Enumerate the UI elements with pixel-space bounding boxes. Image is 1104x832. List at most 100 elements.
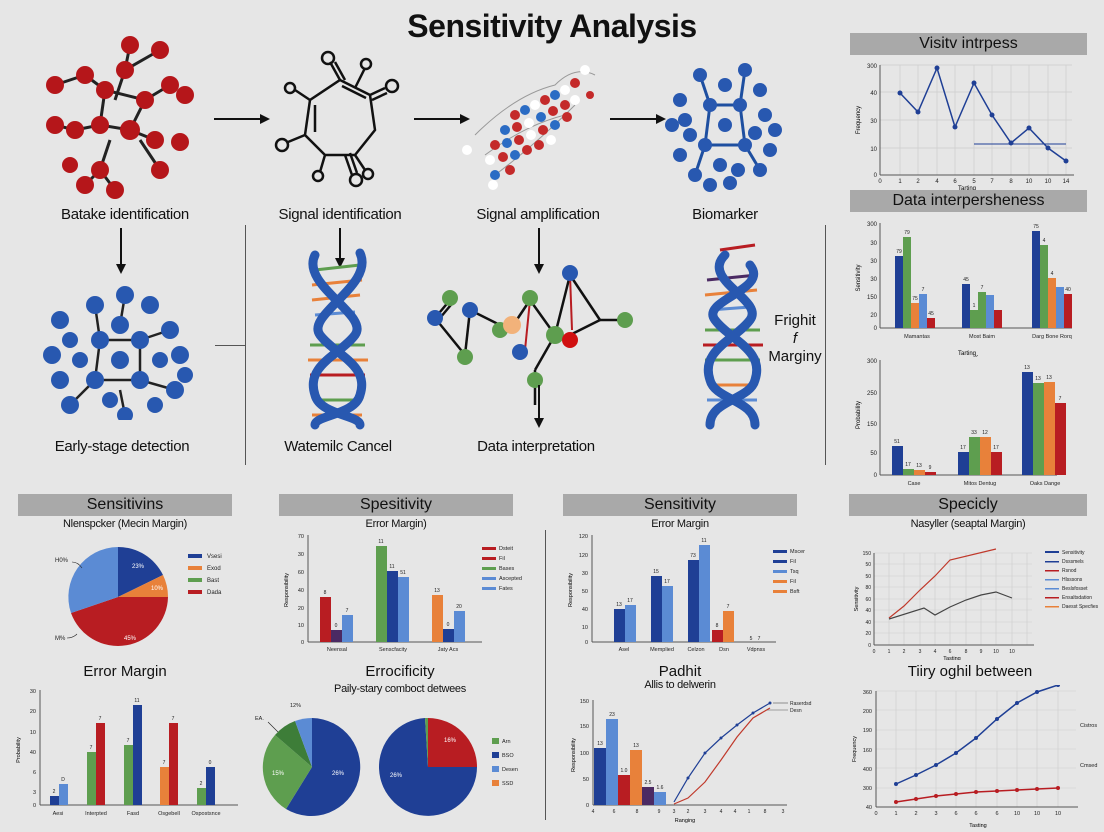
svg-text:Fil: Fil [790,579,796,585]
svg-text:6: 6 [33,770,36,776]
svg-text:3: 3 [919,649,922,655]
step-label-batake-identification: Batake identification [61,206,189,223]
svg-text:160: 160 [863,748,872,754]
svg-text:13: 13 [616,602,622,608]
chart-subtitle: Error Margin [651,518,709,530]
svg-text:0: 0 [878,179,882,185]
step-label-signal-identification: Signal identification [278,206,402,223]
svg-text:4: 4 [720,809,723,815]
svg-text:11: 11 [378,539,383,545]
svg-text:Interpted: Interpted [85,811,107,817]
svg-text:10: 10 [582,625,588,631]
svg-text:Vdpnss: Vdpnss [747,647,766,653]
data-interpersheness-bar-chart: 300 30 30 30 150 20 0 79 79 75 7 45 45 1 7 75 4 4 40 Mama… [856,222,1072,357]
arrow-down-icon [116,228,126,274]
svg-text:Ensaltsdation: Ensaltsdation [1062,595,1092,601]
svg-text:30: 30 [298,552,304,558]
svg-text:Celzon: Celzon [687,647,704,653]
svg-text:1: 1 [748,809,751,815]
svg-text:2: 2 [914,811,917,817]
svg-text:9: 9 [980,649,983,655]
arrow-down-icon [534,385,544,428]
svg-text:51: 51 [894,439,900,445]
svg-text:30: 30 [870,119,877,125]
svg-text:Osgebell: Osgebell [158,811,180,817]
svg-text:6: 6 [953,179,957,185]
svg-text:Sensitivity: Sensitivity [856,264,862,291]
svg-text:Hlsssons: Hlsssons [1062,577,1083,583]
svg-text:10: 10 [993,649,999,655]
svg-text:300: 300 [867,64,878,70]
svg-text:4: 4 [934,649,937,655]
svg-text:7: 7 [758,636,761,642]
svg-text:10: 10 [298,623,304,629]
svg-text:Ranking: Ranking [956,355,978,357]
svg-text:Sensitivity: Sensitivity [1062,550,1085,556]
chart-title-padhit: Padhit [658,663,702,680]
svg-text:13: 13 [1046,375,1052,381]
svg-text:8: 8 [324,590,327,596]
svg-text:2: 2 [903,649,906,655]
svg-text:16%: 16% [444,738,457,744]
svg-text:10: 10 [1055,811,1061,817]
chart-subtitle: Error Margin) [365,518,427,530]
spesitivity-bar-chart: 70 30 60 40 20 10 0 8 0 7 11 11 51 13 0 20 Neensal Sens… [284,534,522,653]
svg-text:Arn: Arn [502,739,511,745]
svg-text:Vsesi: Vsesi [207,554,222,560]
svg-text:0: 0 [868,643,871,649]
svg-text:8: 8 [636,809,639,815]
svg-text:30: 30 [30,689,36,695]
svg-text:20: 20 [865,631,871,637]
svg-text:150: 150 [867,295,878,301]
svg-text:17: 17 [993,445,999,451]
svg-text:10: 10 [1034,811,1040,817]
svg-text:190: 190 [863,728,872,734]
svg-text:Bsft: Bsft [790,589,800,595]
svg-text:Tasting: Tasting [943,656,960,660]
svg-text:6: 6 [949,649,952,655]
svg-text:150: 150 [580,699,589,705]
svg-text:300: 300 [867,359,878,365]
svg-text:250: 250 [867,391,878,397]
svg-text:13: 13 [916,463,922,469]
svg-text:Aesi: Aesi [53,811,64,817]
svg-text:7: 7 [990,179,994,185]
svg-text:2: 2 [916,179,920,185]
svg-text:Dada: Dada [207,590,222,596]
step-label-early-stage-detection: Early-stage detection [54,438,190,455]
svg-text:Most Baim: Most Baim [969,334,995,340]
svg-text:Daesst Specfies: Daesst Specfies [1062,604,1099,610]
svg-text:6: 6 [613,809,616,815]
svg-text:10: 10 [1009,649,1015,655]
svg-text:80: 80 [865,585,871,591]
svg-text:13: 13 [1024,365,1030,371]
svg-text:Case: Case [908,481,921,487]
svg-text:8: 8 [965,649,968,655]
svg-text:13: 13 [434,588,440,594]
chart-subtitle: Allis to delwerin [644,679,716,691]
svg-text:23: 23 [609,712,615,718]
step-label-data-interpretation: Data interpretation [477,438,595,455]
svg-text:150: 150 [867,422,878,428]
svg-text:14: 14 [1063,179,1070,185]
svg-text:Asel: Asel [619,647,630,653]
svg-text:17: 17 [905,462,911,468]
svg-text:5: 5 [972,179,976,185]
svg-text:1: 1 [973,303,976,309]
svg-text:1.0: 1.0 [621,768,628,774]
svg-text:Mscer: Mscer [790,549,805,555]
svg-text:79: 79 [904,230,910,236]
chart-title-tiiry: Tiiry oghil between [907,663,1033,680]
svg-text:Fil: Fil [499,556,505,562]
svg-text:20: 20 [298,606,304,612]
step-label-biomarker: Biomarker [692,206,758,223]
dna-helix-icon [703,243,763,430]
svg-text:17: 17 [627,598,633,604]
svg-text:8: 8 [764,809,767,815]
svg-text:Tarting: Tarting [958,351,976,357]
svg-text:120: 120 [579,534,588,540]
svg-text:10: 10 [1026,179,1033,185]
svg-text:Beslsfosset: Beslsfosset [1062,586,1088,592]
